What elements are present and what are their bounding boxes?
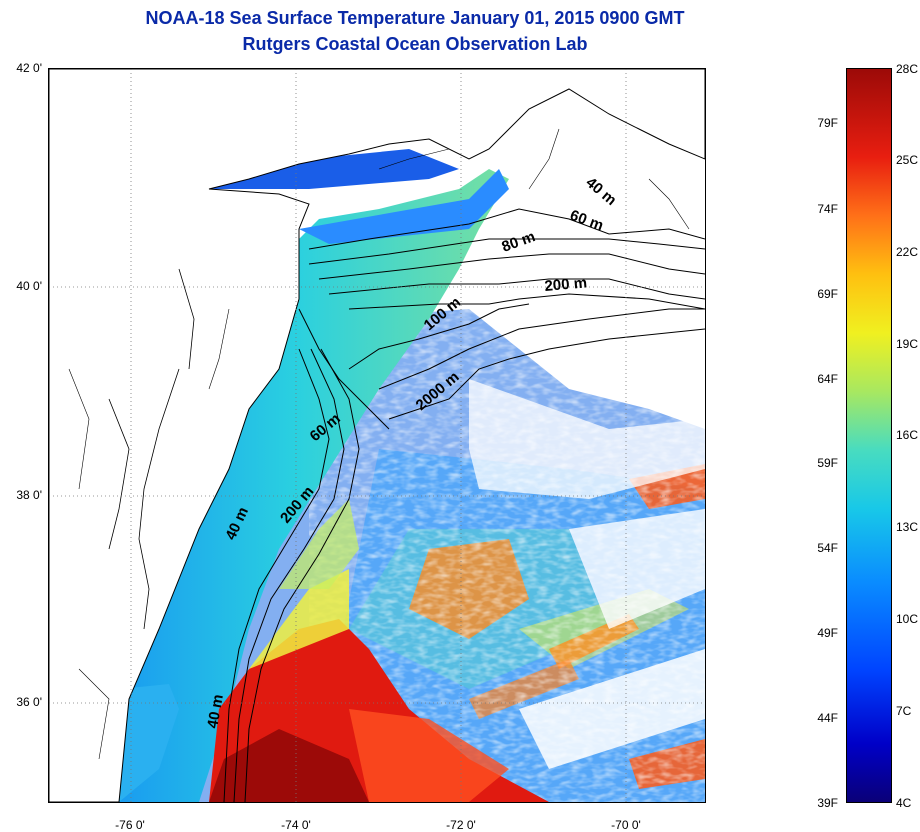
- isobath-label-80m: 80 m: [500, 228, 538, 256]
- lon-label-72: -72 0': [446, 818, 476, 832]
- sst-field: [109, 149, 705, 802]
- colorbar-label-16c: 16C: [896, 428, 919, 442]
- lat-label-40: 40 0': [16, 279, 42, 293]
- colorbar-label-54f: 54F: [817, 541, 838, 555]
- colorbar-label-13c: 13C: [896, 520, 919, 534]
- isobath-label-40m-north: 40 m: [582, 174, 619, 209]
- colorbar-label-19c: 19C: [896, 337, 919, 351]
- lat-label-42: 42 0': [16, 61, 42, 75]
- colorbar-label-22c: 22C: [896, 245, 919, 259]
- colorbar-label-64f: 64F: [817, 372, 838, 386]
- map-subtitle: Rutgers Coastal Ocean Observation Lab: [242, 34, 588, 54]
- sst-map[interactable]: 40 m 60 m 80 m 200 m 100 m 2000 m 60 m 2…: [48, 68, 706, 803]
- lat-label-38: 38 0': [16, 488, 42, 502]
- isobath-label-200m-north: 200 m: [544, 274, 588, 295]
- lon-label-76: -76 0': [115, 818, 145, 832]
- colorbar-label-79f: 79F: [817, 116, 838, 130]
- colorbar-label-39f: 39F: [817, 796, 838, 810]
- colorbar-label-7c: 7C: [896, 704, 912, 718]
- lon-label-74: -74 0': [281, 818, 311, 832]
- colorbar-label-49f: 49F: [817, 626, 838, 640]
- isobath-label-40m-south: 40 m: [204, 693, 227, 730]
- lon-label-70: -70 0': [611, 818, 641, 832]
- graticule: [49, 69, 705, 802]
- lat-label-36: 36 0': [16, 695, 42, 709]
- sst-map-canvas: 40 m 60 m 80 m 200 m 100 m 2000 m 60 m 2…: [49, 69, 705, 802]
- colorbar-label-10c: 10C: [896, 612, 919, 626]
- colorbar-label-74f: 74F: [817, 202, 838, 216]
- coastline: [49, 69, 705, 802]
- colorbar-label-28c: 28C: [896, 62, 919, 76]
- isobaths: [223, 208, 705, 802]
- colorbar-label-69f: 69F: [817, 287, 838, 301]
- colorbar-label-59f: 59F: [817, 456, 838, 470]
- map-title: NOAA-18 Sea Surface Temperature January …: [145, 8, 685, 28]
- colorbar-label-4c: 4C: [896, 796, 912, 810]
- colorbar-label-25c: 25C: [896, 153, 919, 167]
- temperature-colorbar: [846, 68, 892, 803]
- colorbar-label-44f: 44F: [817, 711, 838, 725]
- isobath-label-60m-north: 60 m: [568, 207, 606, 235]
